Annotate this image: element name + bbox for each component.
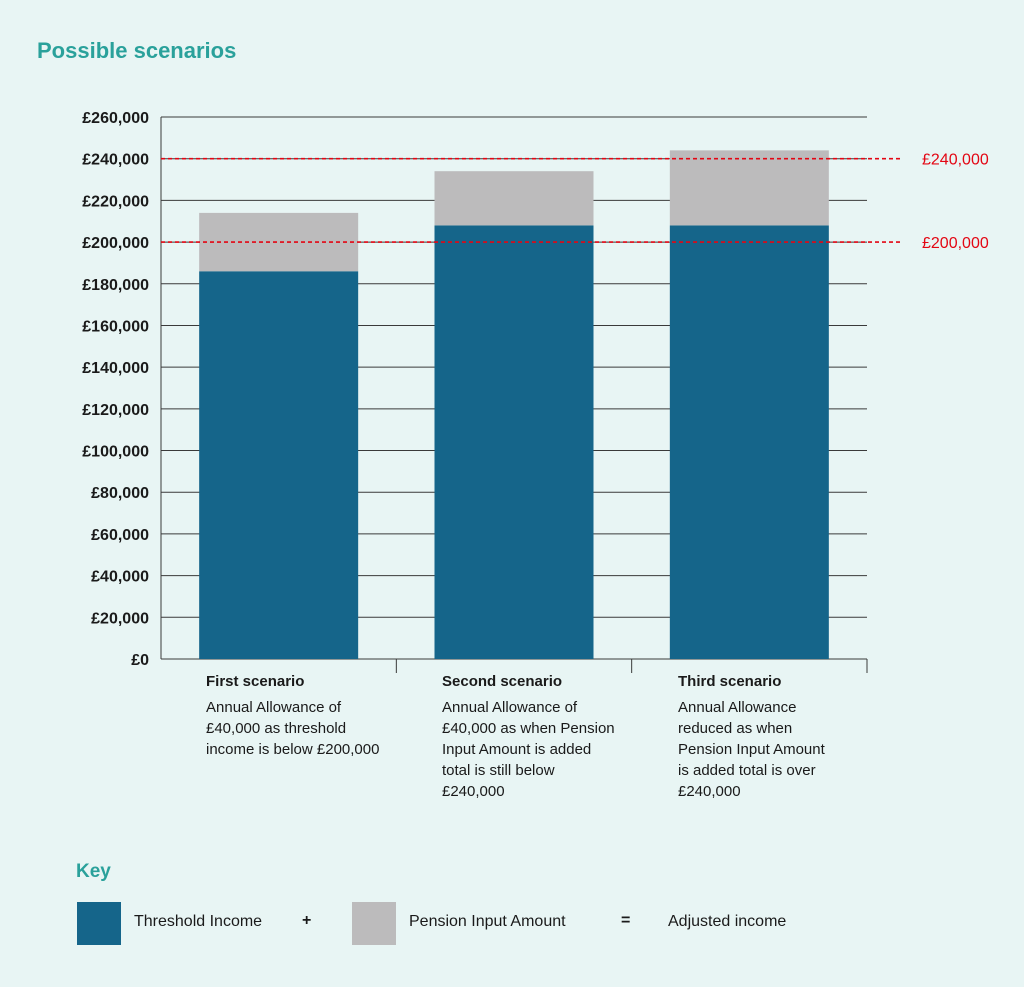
scenario-title: Second scenario [442, 673, 563, 690]
reference-line-label: £200,000 [922, 235, 989, 252]
scenario-description: Annual Allowance reduced as when Pension… [678, 699, 825, 800]
y-tick-label: £100,000 [82, 444, 149, 461]
reference-line-label: £240,000 [922, 152, 989, 169]
scenario-title: First scenario [206, 673, 305, 690]
equals-sign: = [621, 912, 631, 929]
y-tick-label: £0 [131, 652, 149, 669]
scenario-description: Annual Allowance of £40,000 as when Pens… [442, 699, 615, 800]
bar-threshold-income [669, 225, 829, 659]
bar-pension-input-amount [199, 212, 359, 272]
y-tick-label: £20,000 [91, 610, 149, 627]
bar-pension-input-amount [669, 150, 829, 226]
chart-title: Possible scenarios [37, 38, 237, 63]
scenario-first-caption: First scenario Annual Allowance of £40,0… [206, 671, 381, 760]
scenario-third-caption: Third scenario Annual Allowance reduced … [678, 671, 838, 802]
y-tick-label: £60,000 [91, 527, 149, 544]
bar-threshold-income [434, 225, 594, 659]
scenario-description: Annual Allowance of £40,000 as threshold… [206, 699, 380, 758]
y-tick-label: £220,000 [82, 193, 149, 210]
y-tick-label: £260,000 [82, 110, 149, 127]
stacked-bar-chart: £0 £20,000 £40,000 £60,000 £80,000 £100,000 £1… [82, 110, 989, 673]
plus-sign: + [302, 912, 312, 929]
legend-swatch-threshold-income [77, 902, 121, 945]
y-tick-label: £140,000 [82, 360, 149, 377]
legend-label-pension-input-amount: Pension Input Amount [409, 913, 566, 930]
y-tick-label: £80,000 [91, 485, 149, 502]
scenario-title: Third scenario [678, 673, 782, 690]
y-tick-label: £160,000 [82, 318, 149, 335]
y-tick-label: £240,000 [82, 152, 149, 169]
scenario-second-caption: Second scenario Annual Allowance of £40,… [442, 671, 617, 802]
legend-swatch-pension-input-amount [352, 902, 396, 945]
legend-label-adjusted-income: Adjusted income [668, 913, 787, 930]
y-tick-label: £120,000 [82, 402, 149, 419]
y-tick-label: £40,000 [91, 569, 149, 586]
bar-threshold-income [199, 271, 359, 659]
y-tick-label: £200,000 [82, 235, 149, 252]
y-tick-label: £180,000 [82, 277, 149, 294]
key-title: Key [76, 861, 111, 882]
legend-label-threshold-income: Threshold Income [134, 913, 263, 930]
bar-pension-input-amount [434, 171, 594, 226]
